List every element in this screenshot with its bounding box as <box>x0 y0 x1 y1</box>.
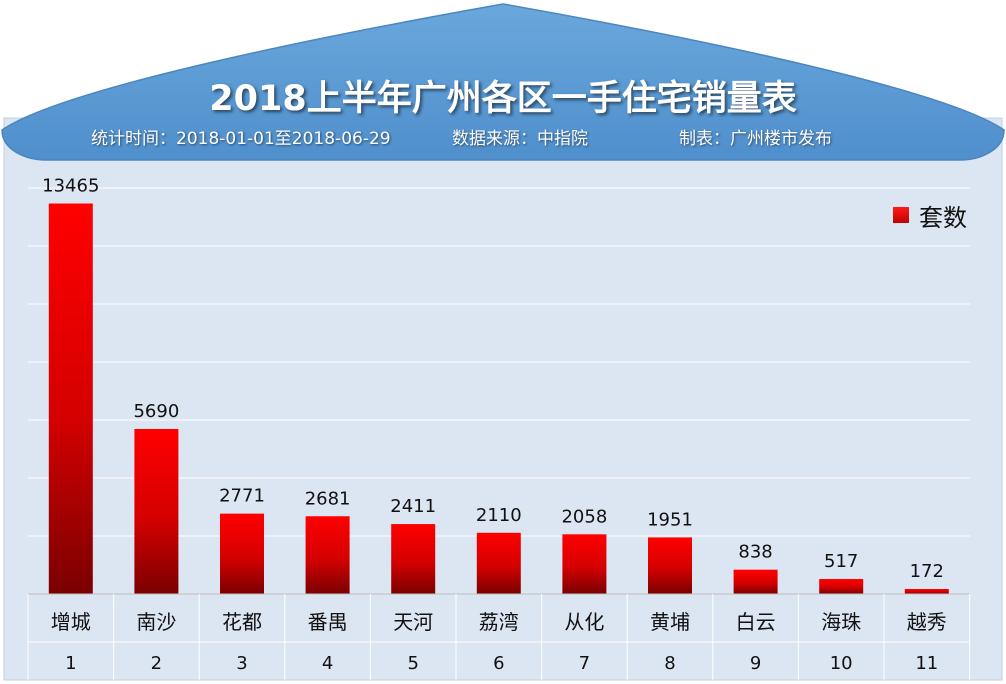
index-label-7: 7 <box>579 653 590 674</box>
bars <box>48 203 949 594</box>
category-label-2: 南沙 <box>136 610 176 634</box>
data-label-7: 2058 <box>561 506 607 527</box>
data-label-9: 838 <box>738 542 772 563</box>
index-label-2: 2 <box>151 653 162 674</box>
data-label-5: 2411 <box>390 496 436 517</box>
category-label-10: 海珠 <box>821 610 861 634</box>
bar-2 <box>134 428 179 594</box>
category-label-9: 白云 <box>736 610 776 634</box>
gridlines <box>28 187 970 537</box>
index-label-4: 4 <box>322 653 333 674</box>
category-label-8: 黄埔 <box>650 610 690 634</box>
data-label-1: 13465 <box>42 176 99 197</box>
index-label-11: 11 <box>915 653 938 674</box>
source-text: 数据来源：中指院 <box>452 129 588 149</box>
bar-10 <box>819 579 864 594</box>
chart-title: 2018上半年广州各区一手住宅销量表 <box>209 79 797 119</box>
index-label-1: 1 <box>65 653 76 674</box>
legend-label: 套数 <box>919 203 967 232</box>
bar-3 <box>220 513 264 594</box>
category-label-11: 越秀 <box>907 610 947 634</box>
period-text: 统计时间：2018-01-01至2018-06-29 <box>91 129 391 149</box>
bar-5 <box>391 524 436 594</box>
legend-swatch <box>893 207 909 223</box>
data-labels: 13465 5690 2771 2681 2411 2110 2058 1951 838 517 1… <box>42 176 944 582</box>
legend: 套数 <box>893 201 967 232</box>
index-label-10: 10 <box>830 653 853 674</box>
index-label-3: 3 <box>236 653 247 674</box>
index-label-5: 5 <box>407 653 418 674</box>
index-label-9: 9 <box>750 653 761 674</box>
bar-6 <box>476 532 521 594</box>
bar-4 <box>305 516 350 594</box>
category-label-7: 从化 <box>564 610 604 634</box>
category-label-4: 番禺 <box>308 610 348 634</box>
category-label-3: 花都 <box>222 610 262 634</box>
category-label-6: 荔湾 <box>479 610 519 634</box>
bar-11 <box>904 589 949 594</box>
data-label-10: 517 <box>824 551 858 572</box>
bar-8 <box>648 537 692 594</box>
category-axis: 增城 1 南沙 2 花都 3 番禺 4 天河 5 荔湾 6 从化 7 黄埔 8 白云 9 海珠 10 越秀 11 <box>27 593 971 680</box>
data-label-2: 5690 <box>133 401 179 422</box>
data-label-4: 2681 <box>305 488 351 509</box>
data-label-8: 1951 <box>647 509 693 530</box>
maker-text: 制表：广州楼市发布 <box>679 129 832 149</box>
data-label-6: 2110 <box>476 505 522 526</box>
category-label-5: 天河 <box>393 610 433 634</box>
bar-9 <box>733 569 778 594</box>
data-label-3: 2771 <box>219 486 265 507</box>
index-label-8: 8 <box>664 653 675 674</box>
bar-1 <box>48 203 93 594</box>
index-label-6: 6 <box>493 653 504 674</box>
plot-panel <box>3 117 1003 681</box>
category-label-1: 增城 <box>51 610 91 634</box>
header-roof <box>1 3 1005 161</box>
data-label-11: 172 <box>910 561 944 582</box>
bar-7 <box>562 534 607 594</box>
